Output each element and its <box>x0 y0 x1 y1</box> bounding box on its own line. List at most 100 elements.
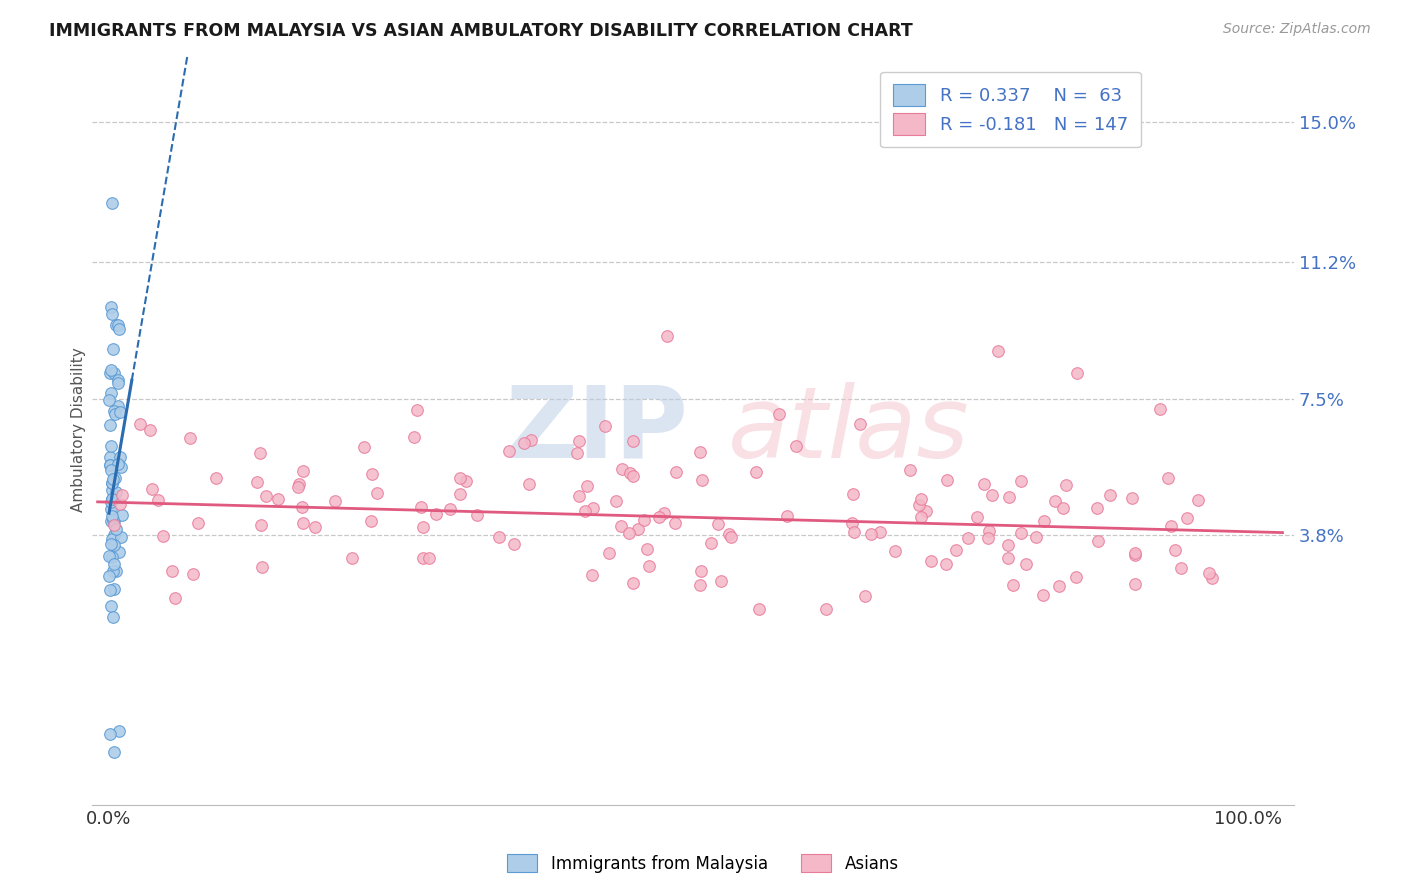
Point <box>98 418 121 433</box>
Point <box>101 475 124 490</box>
Point <box>920 554 942 568</box>
Point <box>621 576 644 591</box>
Point <box>690 473 713 487</box>
Point <box>689 445 711 459</box>
Point <box>342 551 364 566</box>
Point <box>776 508 799 523</box>
Point <box>98 549 121 563</box>
Point <box>103 513 125 527</box>
Point <box>104 318 127 332</box>
Point <box>412 551 434 566</box>
Point <box>304 520 326 534</box>
Point <box>101 195 124 210</box>
Point <box>98 583 121 598</box>
Point <box>160 564 183 578</box>
Point <box>104 564 127 578</box>
Point <box>100 514 122 528</box>
Point <box>323 493 346 508</box>
Point <box>581 568 603 582</box>
Point <box>101 475 124 490</box>
Point <box>1164 543 1187 558</box>
Point <box>110 530 132 544</box>
Point <box>98 393 121 408</box>
Text: ZIP: ZIP <box>505 382 688 479</box>
Point <box>610 462 633 476</box>
Point <box>287 477 309 491</box>
Point <box>291 464 314 478</box>
Point <box>638 558 661 573</box>
Point <box>665 465 688 479</box>
Point <box>520 433 543 447</box>
Point <box>107 373 129 387</box>
Point <box>853 589 876 603</box>
Point <box>745 466 768 480</box>
Point <box>503 537 526 551</box>
Point <box>110 459 132 474</box>
Point <box>287 480 309 494</box>
Point <box>987 343 1010 358</box>
Point <box>997 538 1019 552</box>
Point <box>1170 561 1192 575</box>
Point <box>582 501 605 516</box>
Y-axis label: Ambulatory Disability: Ambulatory Disability <box>72 348 86 513</box>
Point <box>100 363 122 377</box>
Point <box>785 438 807 452</box>
Point <box>1157 471 1180 485</box>
Point <box>748 602 770 616</box>
Point <box>250 559 273 574</box>
Point <box>100 301 122 315</box>
Point <box>353 440 375 454</box>
Point <box>1032 587 1054 601</box>
Legend: Immigrants from Malaysia, Asians: Immigrants from Malaysia, Asians <box>501 847 905 880</box>
Point <box>405 402 427 417</box>
Point <box>360 514 382 528</box>
Point <box>842 524 865 539</box>
Point <box>1160 518 1182 533</box>
Point <box>718 527 741 541</box>
Point <box>100 501 122 516</box>
Point <box>619 466 641 480</box>
Point <box>517 476 540 491</box>
Point <box>869 525 891 540</box>
Point <box>700 536 723 550</box>
Point <box>1064 569 1087 583</box>
Point <box>104 522 127 536</box>
Point <box>945 543 967 558</box>
Point <box>1010 474 1032 488</box>
Point <box>1099 488 1122 502</box>
Point <box>254 489 277 503</box>
Point <box>100 483 122 498</box>
Point <box>568 434 591 448</box>
Point <box>576 479 599 493</box>
Point <box>652 506 675 520</box>
Point <box>98 450 121 465</box>
Point <box>1047 579 1070 593</box>
Point <box>449 487 471 501</box>
Point <box>617 526 640 541</box>
Point <box>101 550 124 565</box>
Point <box>101 565 124 579</box>
Point <box>976 531 998 545</box>
Point <box>454 474 477 488</box>
Point <box>108 723 131 738</box>
Point <box>101 491 124 506</box>
Point <box>1187 493 1209 508</box>
Point <box>908 498 931 512</box>
Point <box>107 376 129 390</box>
Point <box>465 508 488 522</box>
Point <box>449 471 471 485</box>
Point <box>183 567 205 582</box>
Point <box>404 430 426 444</box>
Point <box>633 513 655 527</box>
Text: atlas: atlas <box>728 382 970 479</box>
Point <box>935 473 957 487</box>
Point <box>910 492 932 507</box>
Point <box>966 510 988 524</box>
Point <box>1123 577 1146 591</box>
Point <box>720 530 742 544</box>
Point <box>267 491 290 506</box>
Point <box>915 503 938 517</box>
Point <box>648 510 671 524</box>
Point <box>621 434 644 448</box>
Point <box>997 491 1019 505</box>
